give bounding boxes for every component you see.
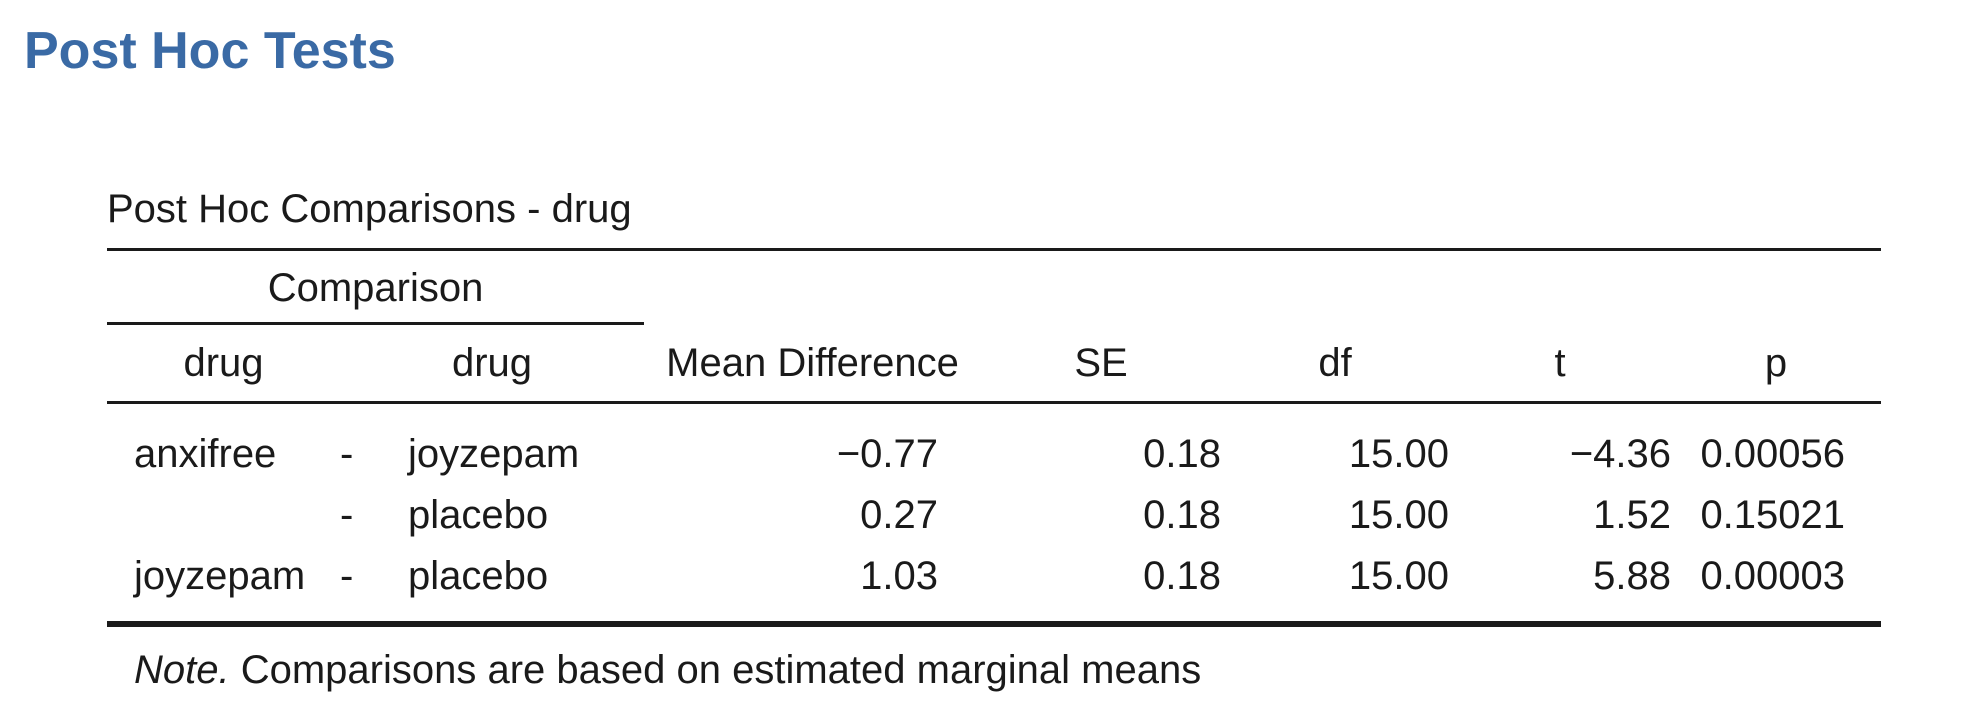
page-title: Post Hoc Tests (24, 22, 396, 80)
table-note: Note. Comparisons are based on estimated… (107, 645, 1881, 695)
column-header-df: df (1221, 325, 1450, 404)
cell-p: 0.00003 (1700, 554, 1846, 598)
cell-t: 1.52 (1593, 493, 1672, 537)
comparison-label: Comparison (107, 251, 645, 325)
cell-df: 15.00 (1348, 493, 1450, 537)
cell-drug-2: placebo (408, 493, 549, 537)
cell-mean-difference: 0.27 (860, 493, 939, 537)
header-group-row: Comparison (107, 250, 1881, 326)
cell-separator: - (340, 493, 354, 537)
post-hoc-table-block: Post Hoc Comparisons - drug Comparison d… (107, 184, 1882, 695)
cell-drug-2: placebo (408, 554, 549, 598)
table-title: Post Hoc Comparisons - drug (107, 187, 632, 231)
cell-se: 0.18 (1143, 554, 1222, 598)
comparison-group-header: Comparison (107, 250, 645, 325)
cell-p: 0.00056 (1700, 432, 1846, 476)
note-label: Note. (134, 648, 230, 692)
column-header-t: t (1449, 325, 1672, 404)
cell-se: 0.18 (1143, 493, 1222, 537)
cell-mean-difference: −0.77 (836, 432, 939, 476)
header-column-row: drug drug Mean Difference SE df t p (107, 325, 1882, 404)
cell-se: 0.18 (1143, 432, 1222, 476)
cell-df: 15.00 (1348, 432, 1450, 476)
post-hoc-comparisons-table: Comparison drug drug Mean Difference SE … (107, 248, 1882, 627)
cell-mean-difference: 1.03 (860, 554, 939, 598)
table-row: anxifree - joyzepam −0.77 0.18 15.00 −4.… (107, 403, 1881, 486)
cell-df: 15.00 (1348, 554, 1450, 598)
column-header-mean-difference: Mean Difference (644, 325, 982, 404)
cell-t: −4.36 (1569, 432, 1672, 476)
cell-drug-1: joyzepam (134, 554, 306, 598)
column-header-p: p (1671, 325, 1882, 404)
column-header-drug-2: drug (340, 325, 645, 404)
column-header-drug-1: drug (107, 325, 340, 404)
column-header-se: SE (981, 325, 1222, 404)
note-text: Comparisons are based on estimated margi… (229, 648, 1202, 692)
table-row: joyzepam - placebo 1.03 0.18 15.00 5.88 … (107, 546, 1881, 624)
cell-t: 5.88 (1593, 554, 1672, 598)
cell-drug-1: anxifree (134, 432, 277, 476)
table-row: - placebo 0.27 0.18 15.00 1.52 0.15021 (107, 485, 1881, 546)
cell-p: 0.15021 (1700, 493, 1846, 537)
cell-separator: - (340, 432, 354, 476)
header-spacer (644, 250, 1881, 326)
cell-drug-1 (107, 485, 340, 546)
cell-separator: - (340, 554, 354, 598)
cell-drug-2: joyzepam (408, 432, 580, 476)
